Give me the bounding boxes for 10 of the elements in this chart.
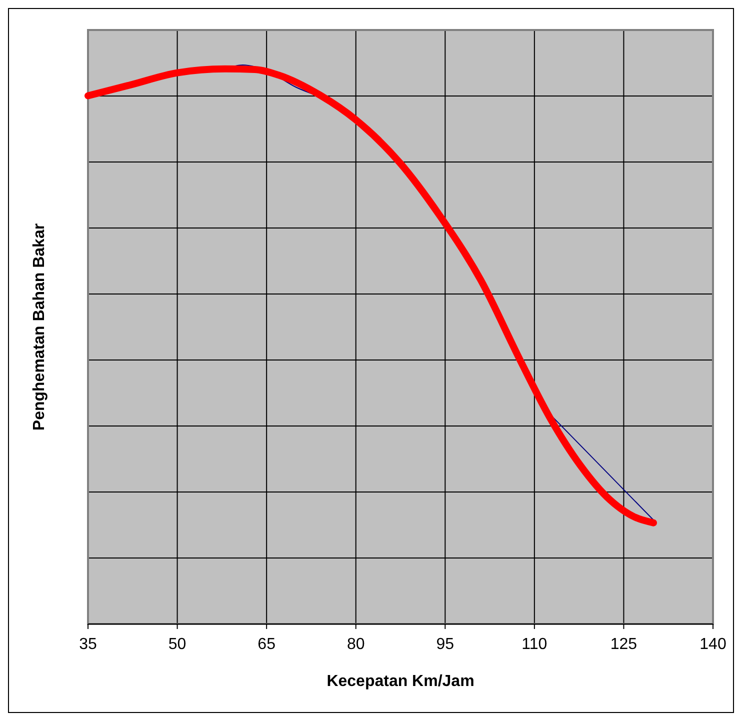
x-tick-label: 35	[79, 636, 97, 653]
x-tick-label: 125	[610, 636, 638, 653]
x-tick-label: 65	[258, 636, 276, 653]
x-tick-label: 80	[346, 636, 365, 653]
x-axis-title: Kecepatan Km/Jam	[326, 673, 474, 690]
x-tick-label: 50	[168, 636, 186, 653]
x-tick-label: 95	[436, 636, 454, 653]
x-tick-label: 140	[700, 636, 726, 653]
y-axis-title: Penghematan Bahan Bakar	[31, 223, 48, 431]
x-tick-label: 110	[522, 636, 548, 653]
